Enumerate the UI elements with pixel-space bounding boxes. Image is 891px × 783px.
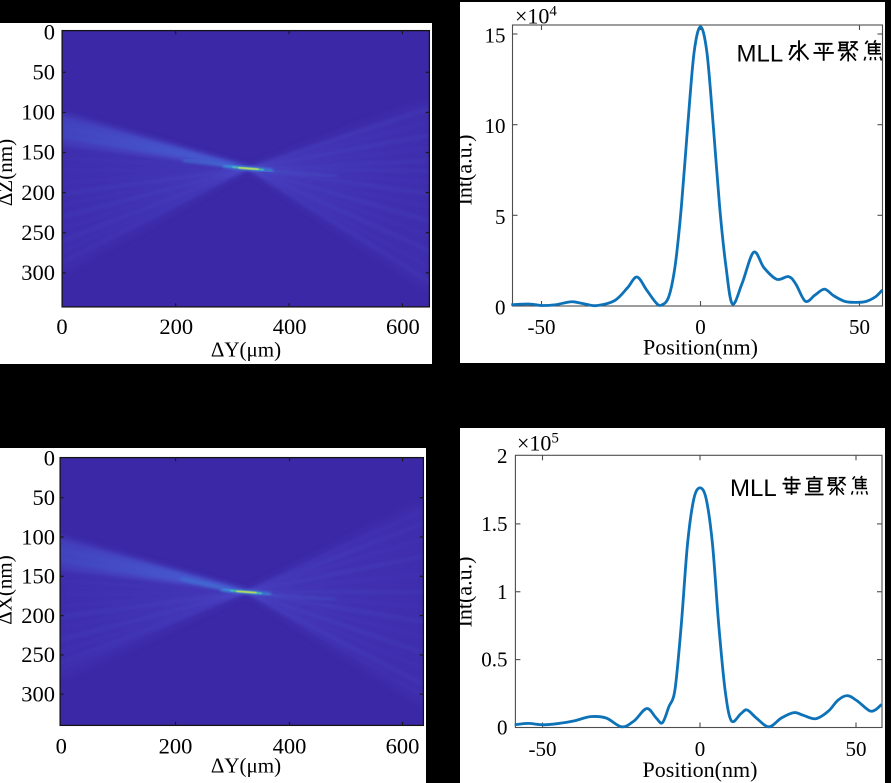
svg-text:10: 10 [484,114,505,138]
svg-text:×105: ×105 [517,431,559,456]
svg-text:-50: -50 [529,737,557,761]
svg-text:600: 600 [386,314,420,339]
svg-text:0: 0 [695,737,706,761]
svg-text:200: 200 [21,179,55,204]
svg-text:400: 400 [273,314,307,339]
svg-text:300: 300 [21,681,55,706]
svg-text:400: 400 [273,734,307,759]
svg-text:Position(nm): Position(nm) [643,335,758,360]
svg-text:ΔY(μm): ΔY(μm) [211,754,281,778]
svg-text:200: 200 [159,314,193,339]
svg-text:0: 0 [56,734,67,759]
svg-text:600: 600 [386,734,420,759]
svg-text:0.5: 0.5 [481,648,507,672]
svg-text:2: 2 [497,444,508,468]
svg-text:200: 200 [159,734,193,759]
svg-text:0: 0 [497,716,508,740]
svg-text:0: 0 [495,296,506,320]
svg-text:0: 0 [44,448,55,471]
svg-text:1: 1 [497,580,508,604]
svg-text:Int(a.u.): Int(a.u.) [460,135,477,206]
svg-text:250: 250 [21,642,55,667]
svg-text:50: 50 [33,485,56,510]
svg-text:Int(a.u.): Int(a.u.) [460,557,477,628]
svg-text:0: 0 [44,23,55,44]
svg-text:ΔX(nm): ΔX(nm) [0,555,17,625]
svg-text:300: 300 [21,260,55,285]
svg-text:100: 100 [21,99,55,124]
svg-text:5: 5 [495,205,506,229]
svg-text:50: 50 [33,59,56,84]
svg-text:MLL: MLL [736,41,783,68]
svg-text:0: 0 [56,314,67,339]
svg-text:15: 15 [484,24,505,48]
svg-text:250: 250 [21,219,55,244]
svg-text:Position(nm): Position(nm) [643,757,758,782]
svg-text:ΔY(μm): ΔY(μm) [211,337,281,361]
svg-text:50: 50 [846,737,867,761]
svg-text:-50: -50 [527,315,555,339]
svg-text:MLL: MLL [730,475,777,502]
svg-text:150: 150 [21,139,55,164]
svg-text:100: 100 [21,524,55,549]
svg-text:0: 0 [695,315,706,339]
svg-text:1.5: 1.5 [481,512,507,536]
svg-text:50: 50 [849,315,870,339]
svg-text:200: 200 [21,603,55,628]
svg-text:ΔZ(nm): ΔZ(nm) [0,138,17,205]
svg-text:150: 150 [21,564,55,589]
